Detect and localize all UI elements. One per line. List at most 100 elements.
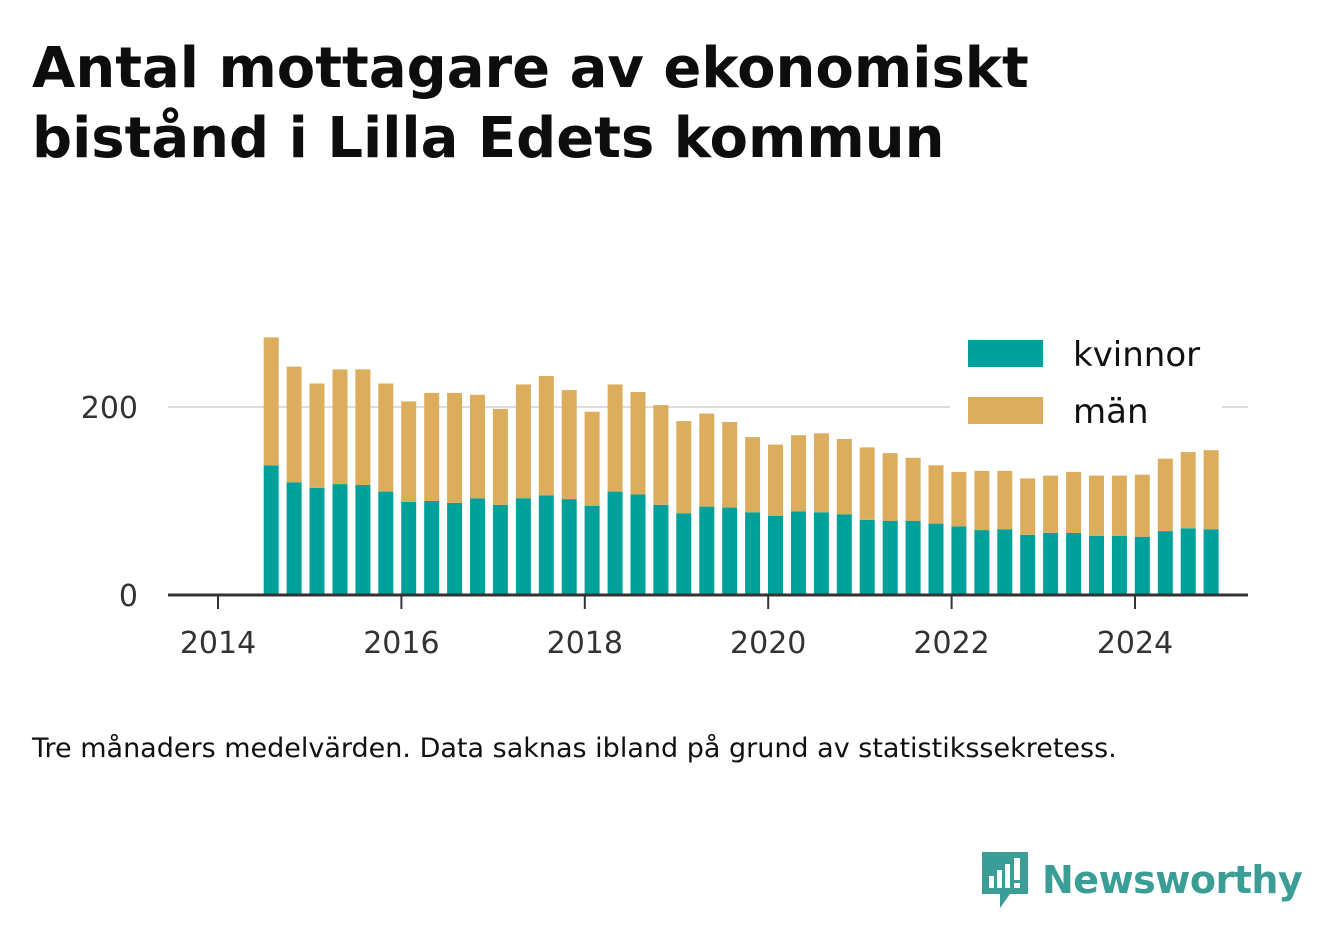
brand-name: Newsworthy <box>1042 858 1303 902</box>
bar-man-10 <box>492 408 508 505</box>
bar-man-13 <box>561 390 577 500</box>
legend-swatch-man <box>968 397 1043 424</box>
bar-man-26 <box>859 447 875 520</box>
legend-label-kvinnor: kvinnor <box>1073 335 1200 375</box>
bar-man-9 <box>470 394 485 499</box>
y-tick-label-200: 200 <box>81 391 138 426</box>
bar-man-0 <box>263 337 279 466</box>
bar-kvinnor-8 <box>447 502 463 595</box>
y-tick-label-0: 0 <box>119 579 138 614</box>
bar-man-31 <box>974 470 990 531</box>
bar-kvinnor-5 <box>378 491 394 595</box>
legend-swatch-kvinnor <box>968 340 1043 367</box>
bar-kvinnor-33 <box>1020 534 1036 595</box>
bar-kvinnor-14 <box>584 505 600 595</box>
x-axis: 2014 2016 2018 2020 2022 2024 <box>168 593 1248 661</box>
bar-kvinnor-25 <box>836 514 852 595</box>
legend-label-man: män <box>1073 392 1149 432</box>
bar-man-27 <box>882 453 898 521</box>
bar-kvinnor-7 <box>424 501 440 595</box>
x-tick-label-2014: 2014 <box>180 626 256 661</box>
bar-man-36 <box>1089 475 1104 536</box>
bar-kvinnor-38 <box>1134 536 1150 595</box>
bar-kvinnor-16 <box>630 494 646 595</box>
bar-man-32 <box>997 470 1013 530</box>
bar-kvinnor-34 <box>1043 533 1059 595</box>
bar-man-35 <box>1066 471 1082 533</box>
bar-kvinnor-40 <box>1180 528 1196 595</box>
bar-kvinnor-9 <box>470 498 485 595</box>
bar-kvinnor-4 <box>355 485 371 595</box>
bar-man-15 <box>607 384 623 492</box>
bar-man-11 <box>515 384 531 499</box>
bar-man-17 <box>653 405 669 505</box>
bar-kvinnor-21 <box>745 512 761 595</box>
bar-man-7 <box>424 392 440 501</box>
bar-kvinnor-11 <box>515 498 531 595</box>
bar-kvinnor-23 <box>791 511 806 595</box>
bar-kvinnor-30 <box>951 526 967 595</box>
bar-man-2 <box>309 383 325 488</box>
x-tick-label-2016: 2016 <box>363 626 439 661</box>
bar-kvinnor-27 <box>882 520 898 595</box>
bar-man-20 <box>722 422 738 508</box>
bar-kvinnor-32 <box>997 529 1013 595</box>
bar-kvinnor-13 <box>561 499 577 595</box>
bar-kvinnor-37 <box>1111 535 1127 595</box>
bar-kvinnor-29 <box>928 523 944 595</box>
bar-kvinnor-18 <box>676 513 692 595</box>
bar-kvinnor-26 <box>859 519 875 595</box>
bar-man-5 <box>378 383 394 492</box>
bar-kvinnor-36 <box>1089 535 1104 595</box>
bar-kvinnor-10 <box>492 504 508 595</box>
bar-kvinnor-41 <box>1203 529 1219 595</box>
y-axis: 0 200 <box>81 391 138 614</box>
x-tick-label-2018: 2018 <box>547 626 623 661</box>
bar-kvinnor-0 <box>263 465 279 595</box>
bar-kvinnor-17 <box>653 504 669 595</box>
bar-man-8 <box>447 392 463 503</box>
bar-kvinnor-28 <box>905 520 921 595</box>
bar-man-16 <box>630 392 646 495</box>
bar-man-14 <box>584 411 600 506</box>
bar-man-39 <box>1157 458 1173 532</box>
bar-man-40 <box>1180 452 1196 529</box>
bar-kvinnor-39 <box>1157 531 1173 595</box>
bar-man-30 <box>951 471 967 527</box>
bar-man-25 <box>836 439 852 515</box>
bar-man-18 <box>676 421 692 514</box>
bar-man-12 <box>538 376 554 496</box>
bar-kvinnor-2 <box>309 487 325 595</box>
x-tick-label-2024: 2024 <box>1097 626 1173 661</box>
bar-kvinnor-20 <box>722 507 738 595</box>
bar-man-3 <box>332 369 348 485</box>
bar-kvinnor-22 <box>768 516 783 595</box>
chart-svg: kvinnor män 2014 2016 2018 2020 2022 2024 0 20… <box>81 335 1248 661</box>
bars <box>263 337 1219 595</box>
bar-man-34 <box>1043 475 1059 533</box>
bar-kvinnor-12 <box>538 495 554 595</box>
bar-kvinnor-19 <box>699 506 715 595</box>
bar-kvinnor-3 <box>332 484 348 595</box>
chart-title: Antal mottagare av ekonomiskt bistånd i … <box>32 36 1029 171</box>
bar-kvinnor-31 <box>974 530 990 595</box>
bar-kvinnor-24 <box>813 512 829 595</box>
bar-kvinnor-6 <box>401 501 417 595</box>
bar-man-6 <box>401 401 417 502</box>
bar-man-37 <box>1111 475 1127 536</box>
bar-kvinnor-35 <box>1066 533 1082 595</box>
bar-man-23 <box>791 435 806 512</box>
bar-man-28 <box>905 457 921 521</box>
legend: kvinnor män <box>968 335 1200 432</box>
bar-man-22 <box>768 444 783 516</box>
bar-man-21 <box>745 437 761 513</box>
x-tick-label-2020: 2020 <box>730 626 806 661</box>
footnote: Tre månaders medelvärden. Data saknas ib… <box>32 733 1117 764</box>
bar-man-38 <box>1134 474 1150 537</box>
bar-man-24 <box>813 433 829 513</box>
bar-man-41 <box>1203 450 1219 530</box>
bar-kvinnor-15 <box>607 491 623 595</box>
bar-man-1 <box>286 366 302 483</box>
x-tick-label-2022: 2022 <box>913 626 989 661</box>
bar-kvinnor-1 <box>286 482 302 595</box>
